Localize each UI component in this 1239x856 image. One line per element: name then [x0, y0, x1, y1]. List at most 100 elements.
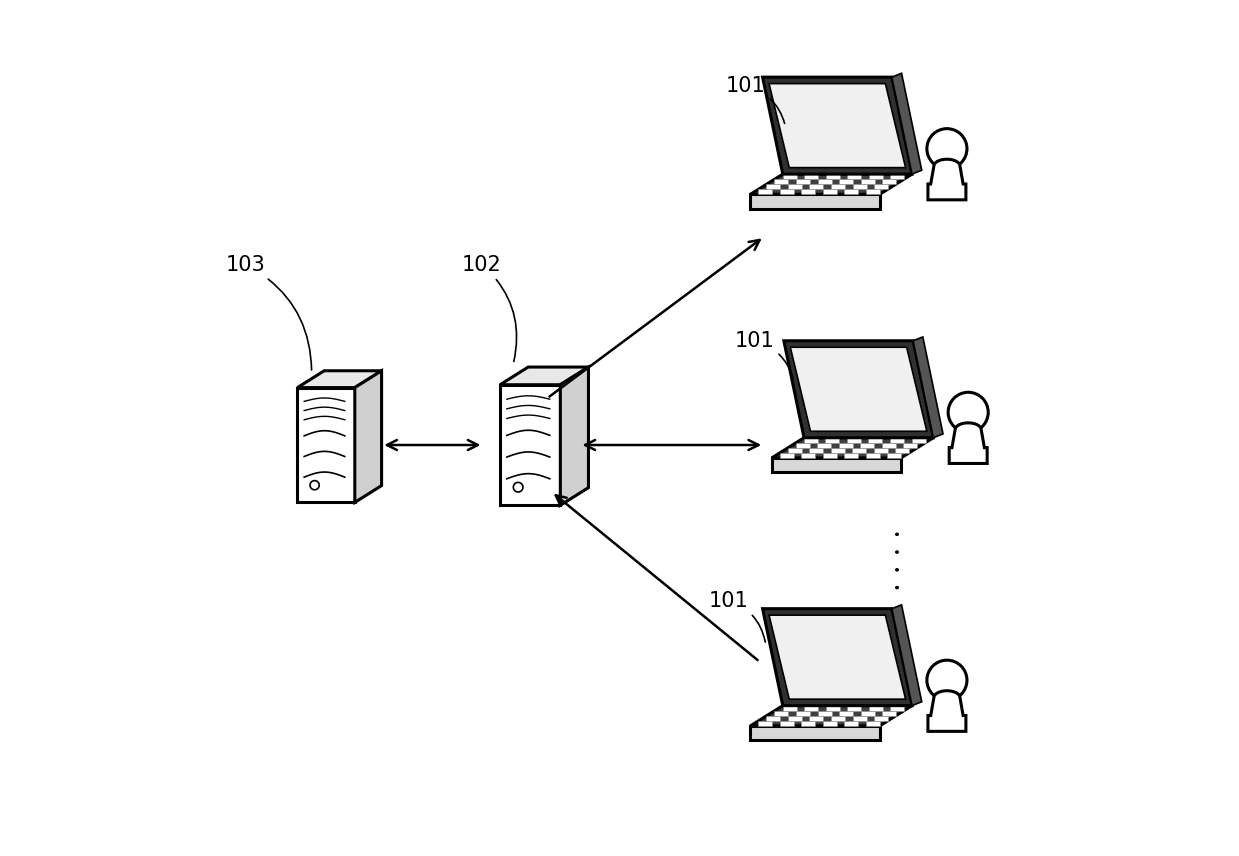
Polygon shape	[751, 726, 880, 740]
Circle shape	[513, 483, 523, 492]
FancyBboxPatch shape	[788, 716, 802, 721]
Polygon shape	[769, 615, 906, 699]
FancyBboxPatch shape	[912, 438, 926, 443]
Polygon shape	[913, 337, 943, 437]
FancyBboxPatch shape	[852, 448, 866, 453]
FancyBboxPatch shape	[788, 448, 802, 453]
FancyBboxPatch shape	[818, 443, 831, 448]
FancyBboxPatch shape	[831, 716, 845, 721]
Text: 103: 103	[225, 255, 311, 370]
FancyBboxPatch shape	[869, 175, 882, 179]
FancyBboxPatch shape	[861, 710, 875, 716]
FancyBboxPatch shape	[852, 184, 866, 189]
Polygon shape	[560, 367, 589, 505]
FancyBboxPatch shape	[839, 443, 852, 448]
FancyBboxPatch shape	[847, 706, 861, 710]
FancyBboxPatch shape	[896, 448, 909, 453]
Circle shape	[927, 128, 966, 169]
FancyBboxPatch shape	[839, 179, 854, 184]
FancyBboxPatch shape	[890, 438, 904, 443]
FancyBboxPatch shape	[758, 189, 772, 194]
FancyBboxPatch shape	[866, 721, 880, 726]
FancyBboxPatch shape	[873, 184, 888, 189]
FancyBboxPatch shape	[852, 716, 866, 721]
Polygon shape	[949, 423, 987, 463]
Text: 101: 101	[735, 331, 793, 378]
FancyBboxPatch shape	[831, 184, 845, 189]
FancyBboxPatch shape	[891, 706, 904, 710]
Polygon shape	[769, 84, 906, 168]
FancyBboxPatch shape	[809, 184, 824, 189]
FancyBboxPatch shape	[825, 706, 840, 710]
Polygon shape	[354, 371, 382, 502]
FancyBboxPatch shape	[779, 453, 793, 458]
FancyBboxPatch shape	[802, 721, 815, 726]
FancyBboxPatch shape	[795, 443, 810, 448]
Circle shape	[927, 660, 966, 700]
FancyBboxPatch shape	[847, 438, 861, 443]
FancyBboxPatch shape	[804, 175, 818, 179]
Polygon shape	[928, 691, 966, 731]
FancyBboxPatch shape	[891, 175, 904, 179]
Polygon shape	[772, 458, 901, 473]
FancyBboxPatch shape	[825, 175, 840, 179]
FancyBboxPatch shape	[882, 443, 896, 448]
FancyBboxPatch shape	[795, 179, 810, 184]
FancyBboxPatch shape	[869, 706, 882, 710]
FancyBboxPatch shape	[774, 179, 788, 184]
FancyBboxPatch shape	[818, 710, 831, 716]
Text: 101: 101	[709, 591, 766, 642]
Circle shape	[310, 480, 320, 490]
FancyBboxPatch shape	[866, 453, 880, 458]
FancyBboxPatch shape	[845, 189, 859, 194]
FancyBboxPatch shape	[823, 453, 836, 458]
Polygon shape	[790, 348, 927, 431]
FancyBboxPatch shape	[873, 448, 888, 453]
FancyBboxPatch shape	[767, 716, 781, 721]
FancyBboxPatch shape	[887, 453, 901, 458]
FancyBboxPatch shape	[903, 443, 917, 448]
FancyBboxPatch shape	[873, 716, 888, 721]
FancyBboxPatch shape	[825, 438, 839, 443]
FancyBboxPatch shape	[839, 710, 854, 716]
FancyBboxPatch shape	[847, 175, 861, 179]
FancyBboxPatch shape	[818, 179, 831, 184]
Polygon shape	[751, 194, 880, 209]
FancyBboxPatch shape	[779, 189, 794, 194]
FancyBboxPatch shape	[823, 189, 836, 194]
FancyBboxPatch shape	[830, 448, 845, 453]
Circle shape	[948, 392, 989, 432]
FancyBboxPatch shape	[882, 179, 896, 184]
Polygon shape	[501, 384, 560, 505]
FancyBboxPatch shape	[860, 443, 875, 448]
FancyBboxPatch shape	[809, 716, 824, 721]
FancyBboxPatch shape	[774, 710, 788, 716]
FancyBboxPatch shape	[845, 721, 859, 726]
Polygon shape	[892, 74, 922, 174]
FancyBboxPatch shape	[882, 710, 896, 716]
Polygon shape	[297, 371, 382, 388]
FancyBboxPatch shape	[758, 721, 772, 726]
FancyBboxPatch shape	[767, 184, 781, 189]
FancyBboxPatch shape	[804, 706, 818, 710]
Polygon shape	[751, 705, 912, 726]
Text: · · · ·: · · · ·	[887, 529, 913, 591]
Polygon shape	[762, 609, 912, 705]
FancyBboxPatch shape	[802, 189, 815, 194]
FancyBboxPatch shape	[802, 453, 815, 458]
FancyBboxPatch shape	[861, 179, 875, 184]
Text: 101: 101	[726, 76, 784, 123]
Polygon shape	[751, 174, 912, 194]
Polygon shape	[762, 77, 912, 174]
FancyBboxPatch shape	[783, 175, 797, 179]
Polygon shape	[928, 159, 966, 199]
FancyBboxPatch shape	[866, 189, 880, 194]
FancyBboxPatch shape	[809, 448, 823, 453]
FancyBboxPatch shape	[823, 721, 836, 726]
FancyBboxPatch shape	[869, 438, 882, 443]
Polygon shape	[772, 437, 933, 458]
Polygon shape	[892, 605, 922, 705]
FancyBboxPatch shape	[804, 438, 818, 443]
Text: 102: 102	[462, 255, 517, 361]
FancyBboxPatch shape	[779, 721, 794, 726]
